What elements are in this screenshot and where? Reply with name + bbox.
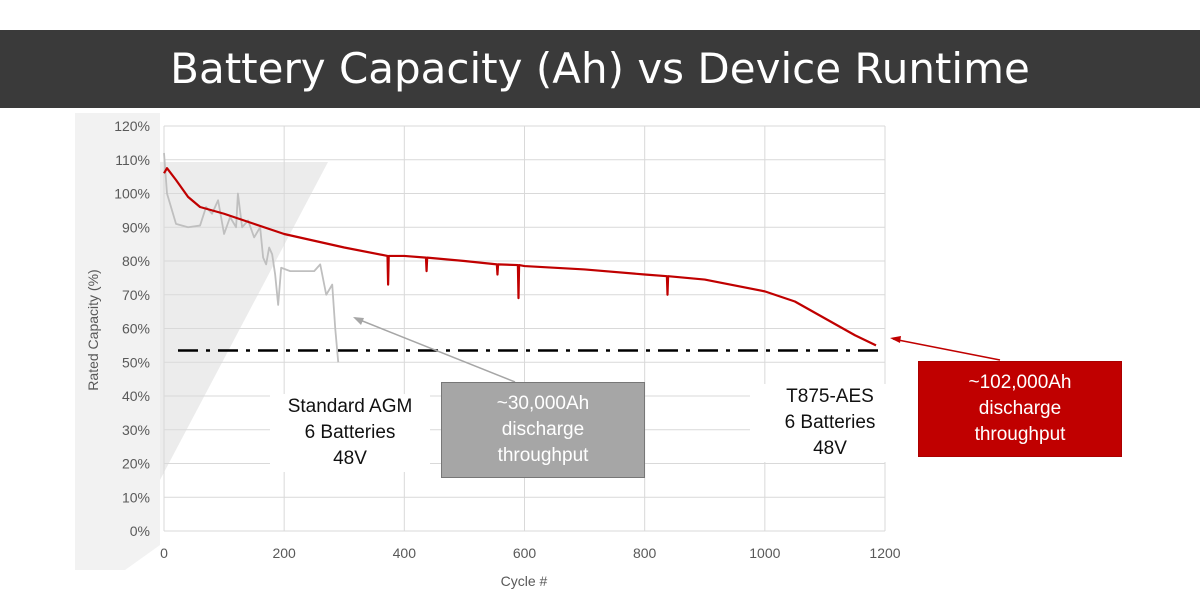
y-tick-label: 50% — [122, 354, 150, 370]
x-tick-label: 0 — [160, 545, 168, 561]
t875-box-line: discharge — [978, 398, 1062, 419]
t875-arrow — [892, 338, 1001, 361]
y-tick-label: 10% — [122, 489, 150, 505]
t875-label-line: T875-AES — [786, 386, 874, 407]
y-tick-label: 100% — [114, 186, 150, 202]
y-axis-label: Rated Capacity (%) — [85, 269, 101, 390]
arrowhead — [890, 336, 901, 343]
x-tick-label: 400 — [393, 545, 417, 561]
t875-box-line: ~102,000Ah — [968, 372, 1072, 393]
arrowhead — [353, 317, 364, 325]
x-tick-label: 1000 — [749, 545, 780, 561]
t875-throughput-box: ~102,000Ah discharge throughput — [918, 361, 1122, 457]
agm-label: Standard AGM 6 Batteries 48V — [270, 394, 430, 472]
agm-box-line: ~30,000Ah — [496, 393, 590, 414]
series-line — [163, 152, 340, 363]
agm-throughput-box: ~30,000Ah discharge throughput — [441, 382, 645, 478]
page-title: Battery Capacity (Ah) vs Device Runtime — [0, 30, 1200, 108]
x-axis-label: Cycle # — [501, 573, 548, 589]
agm-label-line: Standard AGM — [287, 396, 413, 417]
agm-box-line: discharge — [501, 419, 585, 440]
y-tick-label: 90% — [122, 219, 150, 235]
background-shape — [75, 113, 160, 570]
t875-label-line: 6 Batteries — [784, 412, 876, 433]
x-tick-label: 600 — [513, 545, 537, 561]
y-tick-label: 70% — [122, 287, 150, 303]
agm-box-line: throughput — [497, 445, 589, 466]
y-tick-label: 20% — [122, 456, 150, 472]
background-shape — [160, 162, 328, 480]
t875-label-line: 48V — [813, 438, 847, 459]
agm-label-line: 6 Batteries — [304, 422, 396, 443]
y-tick-label: 40% — [122, 388, 150, 404]
y-tick-label: 30% — [122, 422, 150, 438]
t875-label: T875-AES 6 Batteries 48V — [750, 384, 910, 462]
x-tick-label: 1200 — [869, 545, 900, 561]
y-tick-label: 120% — [114, 118, 150, 134]
t875-box-line: throughput — [974, 424, 1066, 445]
y-tick-label: 110% — [115, 152, 150, 168]
y-tick-label: 60% — [122, 321, 150, 337]
y-tick-label: 80% — [122, 253, 150, 269]
x-tick-label: 200 — [272, 545, 296, 561]
agm-label-line: 48V — [333, 448, 367, 469]
x-tick-label: 800 — [633, 545, 657, 561]
series-line — [163, 167, 877, 347]
agm-arrow — [354, 317, 516, 383]
y-tick-label: 0% — [130, 523, 150, 539]
